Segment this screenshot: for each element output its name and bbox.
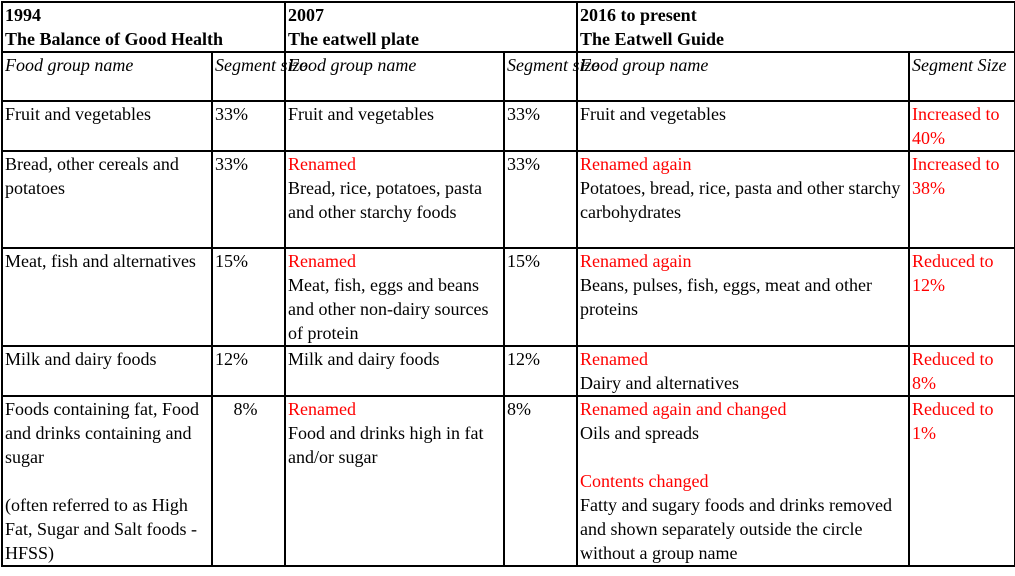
- period-header-row: 1994 The Balance of Good Health 2007 The…: [0, 1, 1015, 53]
- food-group-cell: Fruit and vegetables: [576, 100, 911, 152]
- table-row: Fruit and vegetables 33% Fruit and veget…: [1, 100, 1015, 152]
- column-header-row: Food group name Segment size Food group …: [1, 51, 1015, 102]
- food-group-cell: Bread, other cereals and potatoes: [1, 150, 213, 249]
- food-group-cell: Foods containing fat, Food and drinks co…: [1, 395, 213, 567]
- period-model-name: The Eatwell Guide: [580, 29, 725, 49]
- change-note: Renamed again and changed: [580, 399, 787, 419]
- table-row: Meat, fish and alternatives 15% Renamed …: [1, 247, 1015, 347]
- period-year: 2016 to present: [580, 5, 697, 25]
- table-row: Foods containing fat, Food and drinks co…: [1, 395, 1015, 567]
- segment-size-header: Segment Size: [908, 51, 1015, 102]
- food-group-cell: Renamed Bread, rice, potatoes, pasta and…: [284, 150, 506, 249]
- food-group-cell: Renamed again and changed Oils and sprea…: [576, 395, 911, 567]
- change-note: Renamed again: [580, 154, 692, 174]
- food-group-name: Oils and spreads: [580, 423, 700, 443]
- segment-size-cell: 12%: [503, 345, 579, 397]
- food-group-name: Foods containing fat, Food and drinks co…: [5, 399, 199, 467]
- segment-size-cell: Reduced to 8%: [908, 345, 1015, 397]
- spacer: [580, 445, 907, 469]
- period-2007-header: 2007 The eatwell plate: [284, 1, 579, 53]
- period-model-name: The Balance of Good Health: [5, 29, 224, 49]
- food-group-name-header: Food group name: [576, 51, 911, 102]
- change-note: Renamed: [288, 251, 356, 271]
- period-year: 1994: [5, 5, 41, 25]
- period-2016-header: 2016 to present The Eatwell Guide: [576, 1, 1015, 53]
- segment-size-cell: 33%: [210, 100, 287, 152]
- segment-size-cell: 12%: [210, 345, 287, 397]
- food-group-note: (often referred to as High Fat, Sugar an…: [5, 495, 197, 563]
- period-year: 2007: [288, 5, 325, 25]
- spacer: [5, 469, 210, 493]
- food-group-cell: Fruit and vegetables: [284, 100, 506, 152]
- segment-size-cell: 33%: [503, 100, 579, 152]
- segment-size-header: Segment size: [503, 51, 600, 102]
- period-model-name: The eatwell plate: [288, 29, 419, 49]
- food-group-name-header: Food group name: [284, 51, 506, 102]
- food-group-cell: Renamed Meat, fish, eggs and beans and o…: [284, 247, 506, 347]
- food-group-name: Beans, pulses, fish, eggs, meat and othe…: [580, 275, 872, 319]
- food-group-name: Meat, fish, eggs and beans and other non…: [288, 275, 489, 343]
- period-1994-header: 1994 The Balance of Good Health: [0, 1, 287, 53]
- change-note: Contents changed: [580, 471, 709, 491]
- food-group-cell: Milk and dairy foods: [284, 345, 506, 397]
- change-note: Renamed: [288, 154, 356, 174]
- food-group-cell: Meat, fish and alternatives: [1, 247, 213, 347]
- food-group-cell: Milk and dairy foods: [1, 345, 213, 397]
- segment-size-cell: Increased to 38%: [908, 150, 1015, 249]
- table-row: Bread, other cereals and potatoes 33% Re…: [1, 150, 1015, 249]
- food-group-cell: Renamed Food and drinks high in fat and/…: [284, 395, 506, 567]
- food-group-name: Potatoes, bread, rice, pasta and other s…: [580, 178, 901, 222]
- food-group-cell: Fruit and vegetables: [1, 100, 213, 152]
- segment-size-cell: Reduced to 12%: [908, 247, 1015, 347]
- segment-size-cell: Reduced to 1%: [908, 395, 1015, 567]
- change-note: Renamed: [288, 399, 356, 419]
- food-group-cell: Renamed again Beans, pulses, fish, eggs,…: [576, 247, 911, 347]
- segment-size-header: Segment size: [210, 51, 307, 102]
- food-group-name-header: Food group name: [1, 51, 213, 102]
- food-group-cell: Renamed again Potatoes, bread, rice, pas…: [576, 150, 911, 249]
- segment-size-cell: 8%: [503, 395, 579, 567]
- segment-size-cell: 33%: [503, 150, 579, 249]
- food-group-name: Food and drinks high in fat and/or sugar: [288, 423, 484, 467]
- food-group-cell: Renamed Dairy and alternatives: [576, 345, 911, 397]
- segment-size-cell: 8%: [210, 395, 287, 567]
- food-group-name: Dairy and alternatives: [580, 373, 739, 393]
- segment-size-cell: 15%: [210, 247, 287, 347]
- change-note: Renamed: [580, 349, 649, 369]
- change-note: Renamed again: [580, 251, 692, 271]
- table-row: Milk and dairy foods 12% Milk and dairy …: [1, 345, 1015, 397]
- segment-size-cell: 15%: [503, 247, 579, 347]
- segment-size-cell: Increased to 40%: [908, 100, 1015, 152]
- food-group-name: Bread, rice, potatoes, pasta and other s…: [288, 178, 482, 222]
- segment-size-cell: 33%: [210, 150, 287, 249]
- food-group-note: Fatty and sugary foods and drinks remove…: [580, 495, 892, 563]
